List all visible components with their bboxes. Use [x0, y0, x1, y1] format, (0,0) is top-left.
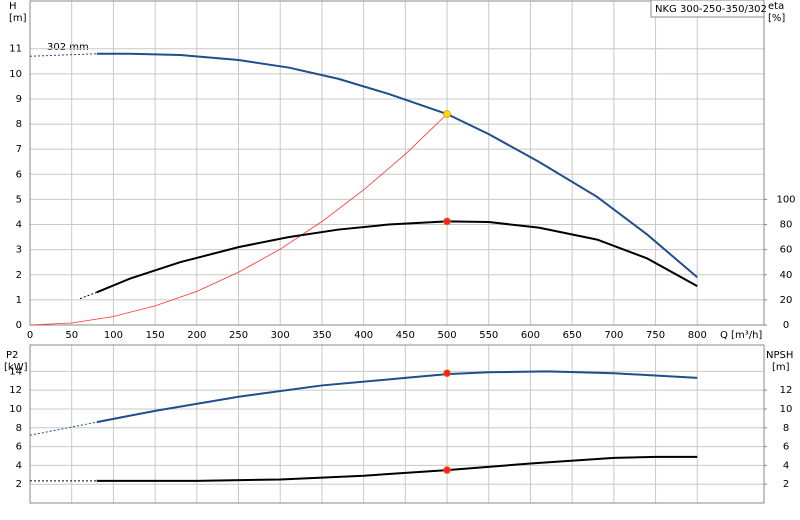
- y2-axis-label: eta: [768, 1, 784, 12]
- x-tick-label: 750: [646, 330, 665, 341]
- curve: [29, 421, 97, 436]
- x-tick-label: 150: [146, 330, 165, 341]
- operating-point: [443, 217, 451, 226]
- y-tick-label: 9: [16, 94, 22, 105]
- x-tick-label: 200: [187, 330, 206, 341]
- y-axis-label: H: [9, 1, 17, 12]
- y-tick-label: 1: [16, 295, 22, 306]
- y2-tick-label: 40: [780, 270, 793, 281]
- x-tick-label: 450: [396, 330, 415, 341]
- y2-tick-label: 10: [780, 404, 793, 415]
- y-axis-label: P2: [6, 350, 18, 361]
- y-tick-label: 7: [16, 144, 22, 155]
- y2-tick-label: 4: [783, 460, 789, 471]
- y-axis-unit: [kW]: [4, 362, 28, 373]
- y-tick-label: 3: [16, 245, 22, 256]
- y-tick-label: 2: [16, 479, 22, 490]
- title-box: [650, 0, 765, 18]
- x-tick-label: 500: [437, 330, 456, 341]
- y2-tick-label: 80: [780, 220, 793, 231]
- curve: [29, 113, 448, 326]
- y2-tick-label: 6: [783, 442, 789, 453]
- x-tick-label: 650: [563, 330, 582, 341]
- x-tick-label: 0: [27, 330, 33, 341]
- y-tick-label: 0: [16, 320, 22, 331]
- y2-tick-label: 20: [780, 295, 793, 306]
- y2-tick-label: 12: [780, 385, 793, 396]
- y2-tick-label: 8: [783, 423, 789, 434]
- y-axis-unit: [m]: [9, 13, 27, 24]
- y2-tick-label: 0: [783, 320, 789, 331]
- x-tick-label: 50: [65, 330, 78, 341]
- x-tick-label: 400: [354, 330, 373, 341]
- y-tick-label: 12: [9, 385, 22, 396]
- y2-tick-label: 60: [780, 245, 793, 256]
- y-tick-label: 8: [16, 423, 22, 434]
- operating-point: [443, 369, 451, 378]
- y-tick-label: 4: [16, 220, 22, 231]
- x-tick-label: 700: [604, 330, 623, 341]
- y-tick-label: 6: [16, 442, 22, 453]
- chart-title: NKG 300-250-350/302: [655, 4, 767, 15]
- y-tick-label: 8: [16, 119, 22, 130]
- curve: [96, 455, 698, 482]
- plot-frame: [29, 0, 765, 326]
- y-tick-label: 14: [9, 366, 22, 377]
- y-tick-label: 10: [9, 69, 22, 80]
- x-tick-label: 300: [271, 330, 290, 341]
- curve: [96, 52, 698, 279]
- x-tick-label: 600: [521, 330, 540, 341]
- curve: [96, 370, 698, 424]
- x-tick-label: 350: [312, 330, 331, 341]
- plot-frame: [29, 344, 765, 504]
- y-tick-label: 2: [16, 270, 22, 281]
- y-tick-label: 5: [16, 194, 22, 205]
- y-tick-label: 11: [9, 44, 22, 55]
- y2-tick-label: 100: [776, 194, 795, 205]
- curve: [29, 53, 97, 57]
- y-tick-label: 6: [16, 169, 22, 180]
- y-tick-label: 10: [9, 404, 22, 415]
- curve: [79, 291, 97, 300]
- annotation: 302 mm: [47, 42, 89, 53]
- y2-axis-label: NPSH: [766, 350, 793, 361]
- x-tick-label: 250: [229, 330, 248, 341]
- x-tick-label: 800: [688, 330, 707, 341]
- x-tick-label: 100: [104, 330, 123, 341]
- operating-point: [443, 110, 451, 118]
- x-axis-label: Q [m³/h]: [720, 330, 762, 341]
- curve: [96, 220, 698, 294]
- x-tick-label: 550: [479, 330, 498, 341]
- operating-point: [443, 466, 451, 474]
- y-tick-label: 4: [16, 460, 22, 471]
- y2-axis-unit: [%]: [768, 13, 785, 24]
- y2-axis-unit: [m]: [772, 362, 790, 373]
- y2-tick-label: 2: [783, 479, 789, 490]
